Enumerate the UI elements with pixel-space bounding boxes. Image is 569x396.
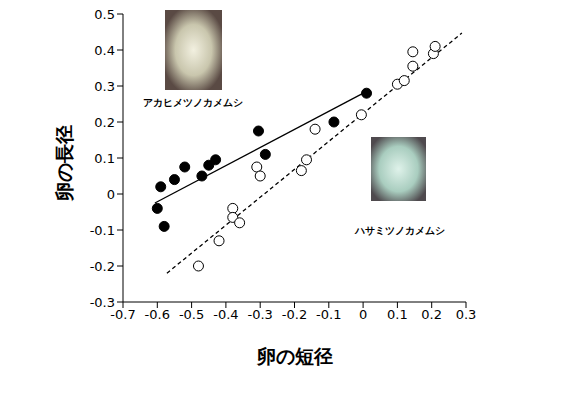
svg-text:0.2: 0.2	[94, 115, 115, 130]
svg-text:-0.3: -0.3	[90, 295, 115, 310]
html-text:卵の短径: 卵の短径	[257, 345, 333, 367]
svg-text:-0.7: -0.7	[110, 307, 136, 323]
svg-text:0.1: 0.1	[94, 151, 115, 166]
svg-text:0.3: 0.3	[456, 307, 477, 322]
svg-text:-0.6: -0.6	[145, 307, 170, 322]
html-text:アカヒメツノカメムシ: アカヒメツノカメムシ	[143, 97, 243, 108]
svg-text:0.2: 0.2	[421, 307, 442, 322]
svg-text:0.5: 0.5	[94, 7, 115, 22]
svg-text:0.4: 0.4	[94, 43, 115, 58]
svg-text:-0.2: -0.2	[282, 307, 307, 322]
svg-text:0: 0	[359, 307, 367, 322]
svg-text:0.3: 0.3	[94, 79, 115, 94]
svg-text:-0.4: -0.4	[213, 307, 238, 322]
svg-text:-0.3: -0.3	[248, 307, 273, 322]
svg-text:-0.5: -0.5	[179, 307, 204, 322]
svg-text:-0.1: -0.1	[90, 223, 115, 238]
html-text:ハサミツノカメムシ: ハサミツノカメムシ	[355, 225, 445, 236]
svg-text:-0.2: -0.2	[90, 259, 115, 274]
svg-text:0: 0	[107, 187, 115, 202]
svg-text:0.1: 0.1	[387, 307, 408, 322]
svg-text:-0.1: -0.1	[316, 307, 341, 322]
html-text:卵の長径: 卵の長径	[53, 125, 75, 201]
